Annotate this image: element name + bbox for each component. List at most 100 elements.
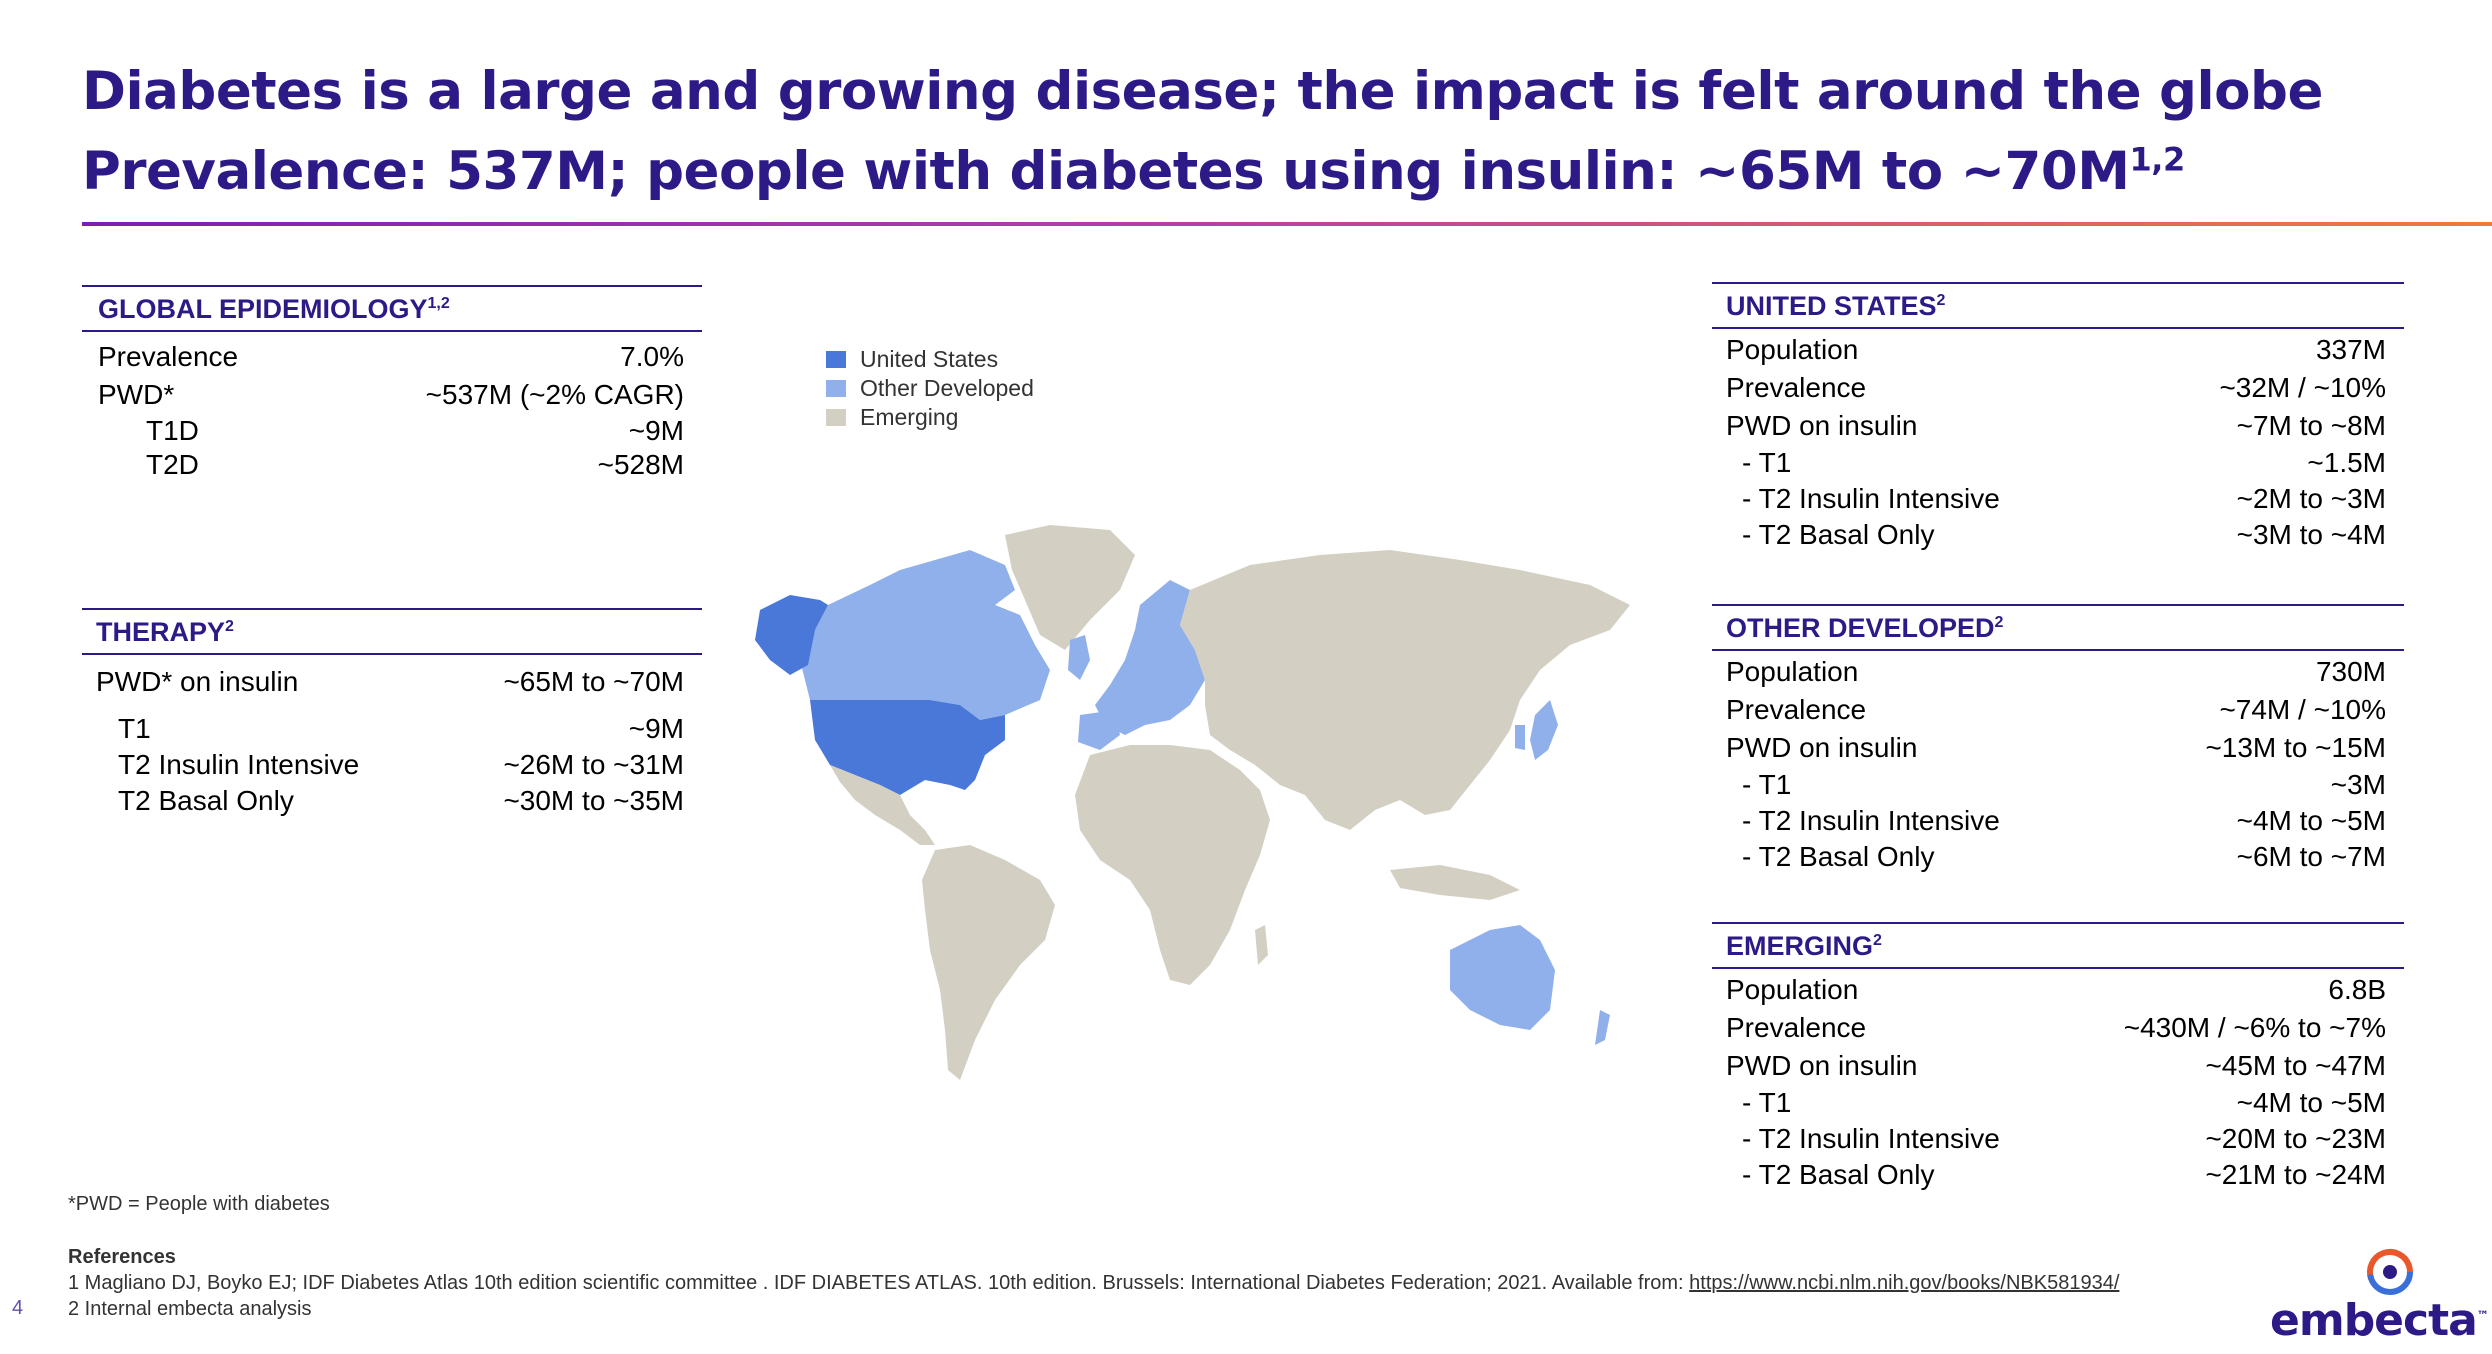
row-label: - T2 Basal Only [1742,1159,1935,1190]
legend-item-emerging: Emerging [826,403,1034,432]
row-label: T1 [118,713,151,744]
legend-item-united-states: United States [826,345,1034,374]
embecta-logo: embecta™ [2270,1245,2489,1346]
row-value: 7.0% [620,341,684,372]
legend-label: United States [860,346,999,372]
row-label: T2D [146,449,199,480]
row-value: ~430M / ~6% to ~7% [2123,1012,2386,1043]
map-legend: United States Other Developed Emerging [826,345,1034,432]
row-value: ~1.5M [2307,447,2386,478]
row-label: PWD on insulin [1726,410,1918,441]
madagascar-shape [1255,925,1268,965]
row-value: ~26M to ~31M [503,749,684,780]
row-label: - T2 Insulin Intensive [1742,1123,2000,1154]
global-epidemiology-heading: GLOBAL EPIDEMIOLOGY1,2 [82,285,702,332]
row-value: ~20M to ~23M [2205,1123,2386,1154]
row-label: Prevalence [1726,694,1867,725]
indonesia-shape [1390,865,1520,900]
row-value: ~7M to ~8M [2236,410,2386,441]
row-value: ~3M to ~4M [2236,519,2386,550]
africa-shape [1075,745,1270,985]
mexico-shape [830,765,935,845]
global-epidemiology-panel: GLOBAL EPIDEMIOLOGY1,2 Prevalence 7.0% PW… [82,285,702,482]
united-states-heading: UNITED STATES2 [1712,282,2404,329]
emerging-heading: EMERGING2 [1712,922,2404,969]
therapy-heading-text: THERAPY [96,617,226,647]
reference-2: 2 Internal embecta analysis [68,1298,312,1320]
row-label: - T2 Insulin Intensive [1742,805,2000,836]
emerging-row-t1: - T1 ~4M to ~5M [1712,1085,2404,1121]
therapy-row-t2-basal: T2 Basal Only ~30M to ~35M [82,783,702,819]
title-line-2: Prevalence: 537M; people with diabetes u… [82,132,2323,212]
row-label: - T1 [1742,447,1792,478]
therapy-panel: THERAPY2 PWD* on insulin ~65M to ~70M T1 ~… [82,608,702,819]
row-value: ~2M to ~3M [2236,483,2386,514]
other-row-pwd-insulin: PWD on insulin ~13M to ~15M [1712,729,2404,767]
emerging-row-population: Population 6.8B [1712,971,2404,1009]
other-row-population: Population 730M [1712,653,2404,691]
row-label: Population [1726,974,1859,1005]
row-label: T2 Insulin Intensive [118,749,360,780]
emerging-row-pwd-insulin: PWD on insulin ~45M to ~47M [1712,1047,2404,1085]
global-row-t1d: T1D ~9M [82,414,702,448]
other-heading-sup: 2 [1994,614,2004,631]
row-value: ~528M [597,449,684,480]
pwd-footnote: *PWD = People with diabetes [68,1193,330,1215]
row-label: - T1 [1742,1087,1792,1118]
embecta-wordmark: embecta™ [2270,1295,2489,1346]
row-label: T1D [146,415,199,446]
row-value: ~537M (~2% CAGR) [425,379,684,410]
row-value: ~30M to ~35M [503,785,684,816]
us-row-pwd-insulin: PWD on insulin ~7M to ~8M [1712,407,2404,445]
row-label: PWD* on insulin [96,666,299,697]
other-developed-panel: OTHER DEVELOPED2 Population 730M Prevalen… [1712,604,2404,875]
legend-swatch [826,380,846,397]
references-heading: References [68,1246,176,1268]
legend-label: Other Developed [860,375,1034,401]
row-value: ~9M [628,415,684,446]
title-line-2-text: Prevalence: 537M; people with diabetes u… [82,141,2130,202]
global-row-pwd: PWD* ~537M (~2% CAGR) [82,376,702,414]
row-label: PWD* [98,379,175,410]
other-developed-heading: OTHER DEVELOPED2 [1712,604,2404,651]
legend-item-other-developed: Other Developed [826,374,1034,403]
global-row-prevalence: Prevalence 7.0% [82,338,702,376]
emerging-row-t2-basal: - T2 Basal Only ~21M to ~24M [1712,1157,2404,1193]
europe-shape [1095,580,1205,735]
row-label: Prevalence [98,341,239,372]
iberia-shape [1078,710,1120,750]
row-value: 730M [2315,656,2386,687]
title-line-1: Diabetes is a large and growing disease;… [82,61,2323,122]
row-value: ~3M [2330,769,2386,800]
row-value: ~21M to ~24M [2205,1159,2386,1190]
logo-text: embecta [2270,1295,2478,1346]
global-heading-text: GLOBAL EPIDEMIOLOGY [98,294,428,324]
therapy-row-pwd-insulin: PWD* on insulin ~65M to ~70M [82,663,702,701]
row-label: - T2 Basal Only [1742,841,1935,872]
row-label: - T1 [1742,769,1792,800]
us-row-population: Population 337M [1712,331,2404,369]
row-value: ~74M / ~10% [2219,694,2386,725]
reference-1-link[interactable]: https://www.ncbi.nlm.nih.gov/books/NBK58… [1689,1272,2120,1294]
emerging-panel: EMERGING2 Population 6.8B Prevalence ~430M… [1712,922,2404,1193]
korea-shape [1515,725,1525,750]
row-label: - T2 Basal Only [1742,519,1935,550]
emerging-heading-sup: 2 [1873,932,1882,949]
global-heading-sup: 1,2 [427,295,450,312]
united-states-panel: UNITED STATES2 Population 337M Prevalence… [1712,282,2404,553]
alaska-shape [755,595,828,675]
row-value: ~6M to ~7M [2236,841,2386,872]
emerging-heading-text: EMERGING [1726,931,1874,961]
us-heading-sup: 2 [1936,292,1946,309]
row-value: ~9M [628,713,684,744]
row-value: ~13M to ~15M [2205,732,2386,763]
row-label: - T2 Insulin Intensive [1742,483,2000,514]
us-heading-text: UNITED STATES [1726,291,1937,321]
row-value: 337M [2315,334,2386,365]
title-divider [82,222,2492,226]
canada-shape [800,550,1050,720]
reference-1-text: 1 Magliano DJ, Boyko EJ; IDF Diabetes At… [68,1272,1690,1294]
australia-shape [1450,925,1555,1030]
other-row-t2-basal: - T2 Basal Only ~6M to ~7M [1712,839,2404,875]
embecta-logo-mark-icon [2367,1249,2413,1295]
